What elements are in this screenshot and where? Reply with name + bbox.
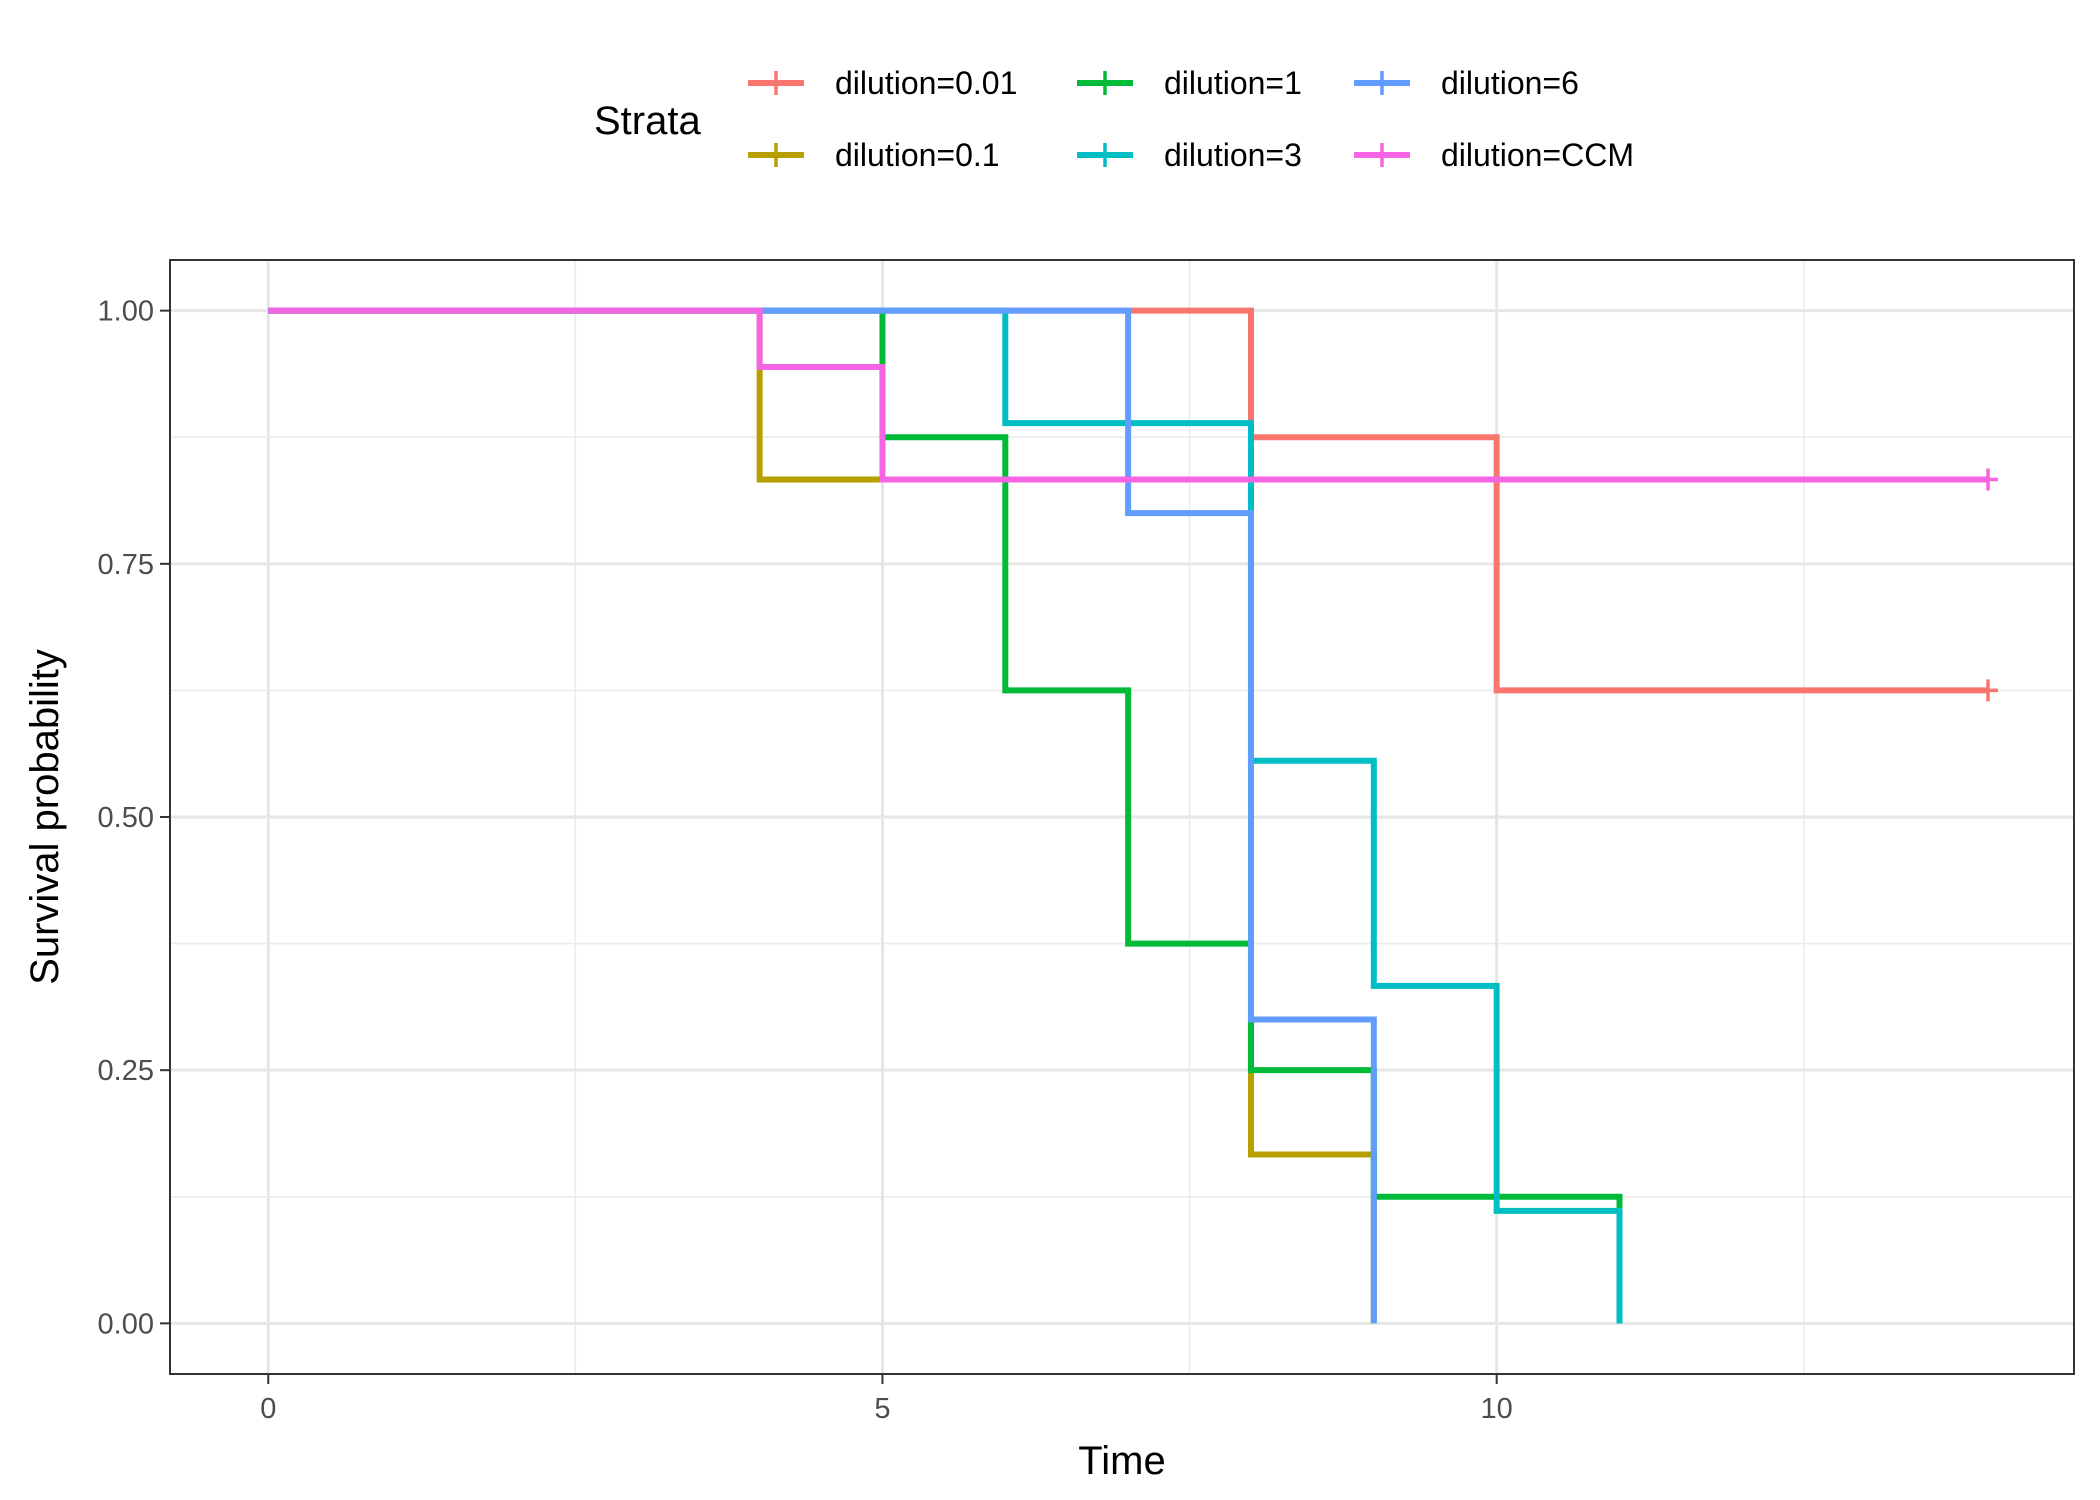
x-axis-title: Time [1078, 1439, 1165, 1483]
legend-item-6: dilution=CCM [1354, 137, 1634, 173]
legend-item-1: dilution=0.01 [748, 65, 1017, 101]
legend: Strata dilution=0.01dilution=0.1dilution… [594, 65, 1634, 173]
survival-curve-5 [268, 307, 1377, 1324]
y-tick-label: 0.25 [98, 1055, 154, 1087]
survival-curve-6 [268, 307, 1989, 483]
legend-label: dilution=6 [1441, 65, 1579, 101]
legend-label: dilution=3 [1164, 137, 1302, 173]
legend-title: Strata [594, 99, 701, 143]
legend-label: dilution=CCM [1441, 137, 1634, 173]
censor-mark [1978, 468, 1999, 491]
survival-curve-4 [268, 307, 1623, 1324]
legend-item-2: dilution=0.1 [748, 137, 1000, 173]
y-tick-label: 0.00 [98, 1308, 154, 1340]
legend-label: dilution=0.1 [835, 137, 1000, 173]
legend-label: dilution=0.01 [835, 65, 1017, 101]
y-tick-label: 0.75 [98, 549, 154, 581]
legend-item-5: dilution=6 [1354, 65, 1579, 101]
legend-label: dilution=1 [1164, 65, 1302, 101]
y-axis-title: Survival probability [23, 649, 67, 985]
y-axis: 0.00 0.25 0.50 0.75 1.00 [98, 296, 170, 1340]
x-tick-label: 10 [1481, 1393, 1513, 1425]
legend-items: dilution=0.01 dilution=0.1 dilution=1 dilut… [748, 65, 1634, 173]
censor-mark [1978, 679, 1999, 702]
legend-item-4: dilution=3 [1077, 137, 1302, 173]
y-tick-label: 1.00 [98, 296, 154, 328]
survival-curves [268, 307, 1999, 1324]
x-axis: 0 5 10 [260, 1374, 1513, 1425]
x-tick-label: 0 [260, 1393, 276, 1425]
legend-item-3: dilution=1 [1077, 65, 1302, 101]
x-tick-label: 5 [874, 1393, 890, 1425]
y-tick-label: 0.50 [98, 802, 154, 834]
